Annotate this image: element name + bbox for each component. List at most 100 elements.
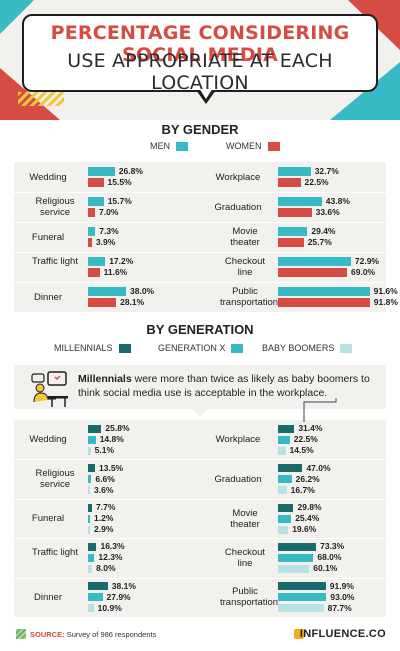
category-label: Dinner xyxy=(34,291,62,303)
bar-mark xyxy=(278,525,289,534)
bar-mark xyxy=(88,475,92,484)
data-label: 3.6% xyxy=(94,484,114,495)
data-label: 15.5% xyxy=(107,176,132,187)
category-label: Funeral xyxy=(31,513,65,524)
bar-mark xyxy=(278,604,324,613)
category-label: Movie theater xyxy=(230,507,260,530)
data-label: 26.8% xyxy=(118,165,143,176)
bar-mark xyxy=(278,167,311,176)
data-label: 7.3% xyxy=(99,225,119,236)
source-note: SOURCE: Survey of 986 respondents xyxy=(30,630,156,639)
legend-men: MEN xyxy=(150,141,188,151)
bar-mark xyxy=(278,503,294,512)
decor-stripes xyxy=(18,92,64,106)
data-label: 73.3% xyxy=(320,541,345,552)
bar-mark xyxy=(88,238,92,247)
bar-mark xyxy=(88,542,97,551)
data-label: 87.7% xyxy=(327,602,352,613)
category-label: Public transportation xyxy=(220,286,279,308)
callout-text: Millennials were more than twice as like… xyxy=(78,372,382,400)
page-title-line2: USE APPROPRIATE AT EACH LOCATION xyxy=(67,50,333,94)
bar-mark xyxy=(88,464,96,473)
data-label: 93.0% xyxy=(330,591,355,602)
bar-mark xyxy=(88,446,91,455)
bar-mark xyxy=(88,208,95,217)
data-label: 25.8% xyxy=(105,423,130,434)
bar-mark xyxy=(88,582,108,591)
data-label: 11.6% xyxy=(103,266,128,277)
bar-mark xyxy=(278,298,370,307)
category-label: Graduation xyxy=(214,201,262,213)
title-bubble xyxy=(22,14,378,92)
data-label: 29.4% xyxy=(311,225,336,236)
bar-mark xyxy=(88,514,90,523)
source-label: SOURCE: xyxy=(30,630,65,639)
bar-mark xyxy=(278,178,301,187)
source-icon xyxy=(16,629,26,639)
category-label: Checkout line xyxy=(224,256,266,278)
legend-swatch xyxy=(340,343,353,353)
bar-mark xyxy=(88,298,117,307)
bar-mark xyxy=(278,257,351,266)
legend-swatch xyxy=(118,343,131,353)
generation-section-title: BY GENERATION xyxy=(146,322,254,337)
bar-mark xyxy=(278,208,312,217)
data-label: 14.8% xyxy=(99,434,124,445)
bar-mark xyxy=(88,424,102,433)
data-label: 29.8% xyxy=(297,502,322,512)
legend-millennials: MILLENNIALS xyxy=(54,343,131,353)
bar-mark xyxy=(88,197,104,206)
bar-mark xyxy=(278,542,317,551)
data-label: 68.0% xyxy=(317,552,342,563)
bar-mark xyxy=(278,227,308,236)
bar-mark xyxy=(88,268,100,277)
legend-label: MEN xyxy=(150,141,170,151)
bar-mark xyxy=(88,593,103,602)
data-label: 10.9% xyxy=(97,602,122,613)
data-label: 6.6% xyxy=(95,473,115,484)
category-label: Public transportation xyxy=(220,586,279,609)
data-label: 7.7% xyxy=(96,502,116,512)
bar-mark xyxy=(88,178,104,187)
data-label: 13.5% xyxy=(99,462,124,473)
bar-mark xyxy=(278,593,327,602)
bar-mark xyxy=(88,486,90,495)
data-label: 69.0% xyxy=(351,266,376,277)
legend-label: GENERATION X xyxy=(158,343,226,353)
category-label: Wedding xyxy=(29,171,67,183)
category-label: Dinner xyxy=(34,591,62,603)
legend-label: WOMEN xyxy=(226,141,262,151)
category-label: Traffic light xyxy=(32,546,78,558)
bar-mark xyxy=(278,287,370,296)
data-label: 12.3% xyxy=(98,552,123,563)
bar-mark xyxy=(278,197,322,206)
data-label: 72.9% xyxy=(354,255,379,266)
legend-baby-boomers: BABY BOOMERS xyxy=(262,343,353,353)
data-label: 14.5% xyxy=(289,445,314,456)
bar-mark xyxy=(88,435,96,444)
data-label: 7.0% xyxy=(99,206,119,217)
bar-mark xyxy=(278,564,310,573)
data-label: 91.6% xyxy=(373,285,398,296)
brand-logo-icon xyxy=(294,629,304,639)
data-label: 60.1% xyxy=(313,563,338,574)
category-label: Traffic light xyxy=(32,256,78,267)
bar-mark xyxy=(278,435,290,444)
data-label: 38.0% xyxy=(130,285,155,296)
data-label: 33.6% xyxy=(315,206,340,217)
category-label: Movie theater xyxy=(230,226,260,248)
bar-mark xyxy=(88,167,115,176)
data-label: 15.7% xyxy=(107,195,132,206)
category-label: Checkout line xyxy=(224,546,266,569)
data-label: 47.0% xyxy=(306,462,331,473)
data-label: 32.7% xyxy=(314,165,339,176)
bar-mark xyxy=(278,424,295,433)
data-label: 17.2% xyxy=(109,255,134,266)
bar-mark xyxy=(88,227,96,236)
data-label: 31.4% xyxy=(298,423,323,434)
bar-mark xyxy=(88,287,126,296)
page-title-line1: PERCENTAGE CONSIDERING SOCIAL MEDIA xyxy=(50,22,350,66)
data-label: 91.8% xyxy=(373,296,398,307)
legend-label: MILLENNIALS xyxy=(54,343,113,353)
bar-mark xyxy=(88,503,92,512)
